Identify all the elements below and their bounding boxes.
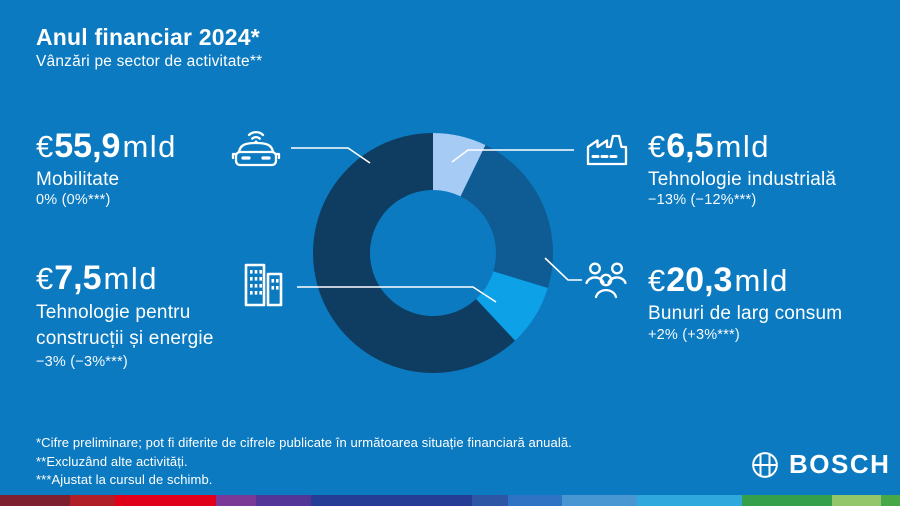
brand-stripe-segment-13 bbox=[881, 495, 900, 506]
people-icon bbox=[581, 259, 631, 305]
sector-tehnologie-industriala-change: −13% (−12%***) bbox=[648, 192, 757, 208]
sector-bunuri-larg-consum-amount: €20,3 mld bbox=[648, 261, 789, 300]
sector-mobilitate-change: 0% (0%***) bbox=[36, 192, 111, 208]
amount-value: 7,5 bbox=[54, 259, 102, 297]
sector-bunuri-larg-consum-name: Bunuri de larg consum bbox=[648, 303, 843, 324]
brand-stripe-segment-8 bbox=[507, 495, 563, 506]
sector-constructii-energie-amount: €7,5 mld bbox=[36, 259, 158, 298]
callout-line-bunuri-larg-consum bbox=[544, 257, 582, 281]
callout-line-tehnologie-industriala bbox=[451, 149, 574, 163]
sector-tehnologie-industriala-amount: €6,5 mld bbox=[648, 127, 770, 166]
page-title: Anul financiar 2024* bbox=[36, 24, 260, 50]
footnotes: *Cifre preliminare; pot fi diferite de c… bbox=[36, 434, 572, 490]
brand-stripe-segment-11 bbox=[741, 495, 832, 506]
chart-segment-mobilitate bbox=[312, 133, 515, 373]
bosch-symbol-icon bbox=[752, 451, 778, 478]
connected-car-icon bbox=[229, 125, 283, 171]
bosch-logo: BOSCH bbox=[750, 449, 890, 480]
currency-symbol: € bbox=[36, 261, 54, 296]
amount-value: 55,9 bbox=[54, 127, 121, 165]
chart-segment-constructii-energie bbox=[476, 271, 548, 341]
sector-constructii-energie-change: −3% (−3%***) bbox=[36, 354, 128, 370]
brand-stripe-segment-1 bbox=[0, 495, 71, 506]
amount-value: 6,5 bbox=[666, 127, 714, 165]
buildings-icon bbox=[239, 261, 287, 309]
amount-unit: mld bbox=[103, 261, 158, 296]
amount-unit: mld bbox=[122, 129, 177, 164]
callout-line-constructii-energie bbox=[297, 286, 497, 303]
sector-tehnologie-industriala-name: Tehnologie industrială bbox=[648, 169, 837, 190]
callout-line-mobilitate bbox=[291, 147, 371, 164]
amount-unit: mld bbox=[734, 263, 789, 298]
donut-segments bbox=[312, 133, 553, 373]
brand-stripe-segment-3 bbox=[115, 495, 216, 506]
footnote-2: **Excluzând alte activități. bbox=[36, 453, 188, 469]
brand-stripe-segment-7 bbox=[471, 495, 508, 506]
amount-value: 20,3 bbox=[666, 261, 733, 299]
factory-icon bbox=[583, 129, 631, 171]
brand-stripe-segment-10 bbox=[637, 495, 742, 506]
brand-stripe-segment-4 bbox=[215, 495, 256, 506]
amount-unit: mld bbox=[715, 129, 770, 164]
brand-stripe-segment-9 bbox=[562, 495, 638, 506]
brand-stripe-segment-2 bbox=[70, 495, 116, 506]
brand-stripe-segment-6 bbox=[311, 495, 472, 506]
brand-stripe-segment-5 bbox=[255, 495, 312, 506]
page-subtitle: Vânzări pe sector de activitate** bbox=[36, 53, 263, 70]
brand-stripe bbox=[0, 495, 900, 506]
sector-mobilitate-name: Mobilitate bbox=[36, 169, 120, 190]
currency-symbol: € bbox=[36, 129, 54, 164]
sector-bunuri-larg-consum-change: +2% (+3%***) bbox=[648, 327, 740, 343]
sector-mobilitate-amount: €55,9 mld bbox=[36, 127, 177, 166]
chart-segment-bunuri-larg-consum bbox=[460, 145, 553, 289]
currency-symbol: € bbox=[648, 129, 666, 164]
chart-segment-tehnologie-industriala bbox=[433, 133, 486, 197]
currency-symbol: € bbox=[648, 263, 666, 298]
footnote-1: *Cifre preliminare; pot fi diferite de c… bbox=[36, 435, 572, 450]
bosch-logo-text: BOSCH bbox=[789, 449, 891, 479]
footnote-3: ***Ajustat la cursul de schimb. bbox=[36, 472, 213, 487]
brand-stripe-segment-12 bbox=[831, 495, 882, 506]
sector-constructii-energie-name: Tehnologie pentru construcții și energie bbox=[36, 302, 214, 349]
